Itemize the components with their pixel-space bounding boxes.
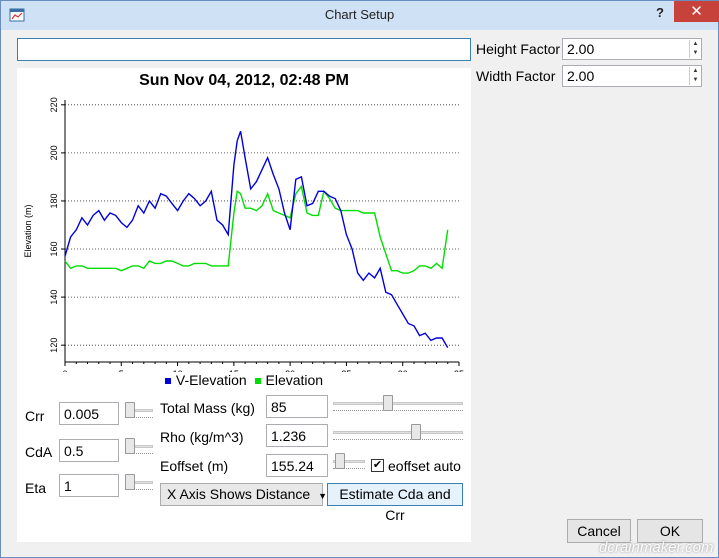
eta-label: Eta bbox=[25, 480, 47, 496]
close-button[interactable]: ✕ bbox=[674, 1, 719, 22]
height-factor-label: Height Factor bbox=[476, 41, 561, 57]
total-mass-input[interactable] bbox=[266, 395, 328, 418]
x-tick-label: 35 bbox=[454, 369, 464, 372]
cda-input[interactable] bbox=[59, 439, 119, 462]
y-tick-label: 200 bbox=[49, 145, 59, 160]
eoffset-auto-checkbox[interactable]: ✔ bbox=[371, 459, 384, 472]
chart-title-input[interactable] bbox=[17, 38, 471, 61]
eoffset-auto-label[interactable]: eoffset auto bbox=[388, 458, 461, 474]
x-tick-label: 10 bbox=[173, 369, 183, 372]
slider-thumb[interactable] bbox=[125, 438, 135, 454]
spin-up-icon[interactable]: ▲ bbox=[692, 41, 699, 47]
x-axis-combo-value: X Axis Shows Distance bbox=[167, 486, 311, 502]
width-factor-label: Width Factor bbox=[476, 68, 556, 84]
eoffset-slider[interactable] bbox=[333, 452, 365, 474]
estimate-cda-crr-button[interactable]: Estimate Cda and Crr bbox=[327, 483, 463, 523]
crr-label: Crr bbox=[25, 408, 45, 424]
slider-thumb[interactable] bbox=[125, 402, 135, 418]
spin-down-icon[interactable]: ▼ bbox=[692, 50, 699, 56]
chevron-down-icon: ▼ bbox=[318, 491, 328, 501]
height-factor-value: 2.00 bbox=[567, 41, 595, 57]
eta-input[interactable] bbox=[59, 474, 119, 497]
series-line-v-elevation bbox=[64, 130, 449, 348]
x-axis-combo[interactable]: X Axis Shows Distance ▼ bbox=[160, 483, 327, 506]
slider-thumb[interactable] bbox=[125, 474, 135, 490]
y-tick-label: 140 bbox=[49, 290, 59, 305]
cda-label: CdA bbox=[25, 444, 53, 460]
slider-thumb[interactable] bbox=[335, 453, 345, 469]
y-tick-label: 160 bbox=[49, 242, 59, 257]
legend-swatch-v-elevation bbox=[164, 378, 171, 385]
x-tick-label: 15 bbox=[229, 369, 239, 372]
eoffset-label: Eoffset (m) bbox=[160, 458, 229, 474]
window-title: Chart Setup bbox=[324, 7, 395, 22]
width-factor-spinbox[interactable]: 2.00 ▲ ▼ bbox=[562, 65, 702, 87]
rho-slider[interactable] bbox=[333, 423, 463, 445]
x-tick-label: 20 bbox=[285, 369, 295, 372]
rho-label: Rho (kg/m^3) bbox=[160, 429, 244, 445]
x-tick-label: 0 bbox=[62, 369, 67, 372]
app-icon bbox=[9, 8, 25, 22]
spin-up-icon[interactable]: ▲ bbox=[692, 68, 699, 74]
cancel-button[interactable]: Cancel bbox=[567, 519, 631, 543]
slider-thumb[interactable] bbox=[383, 395, 393, 411]
eta-slider[interactable] bbox=[125, 473, 153, 495]
chart-panel: Sun Nov 04, 2012, 02:48 PM 120 140 160 180 2… bbox=[17, 68, 471, 542]
chart-title: Sun Nov 04, 2012, 02:48 PM bbox=[139, 72, 349, 89]
legend-swatch-elevation bbox=[254, 378, 261, 385]
series-line-elevation bbox=[64, 184, 449, 274]
y-axis-label: Elevation (m) bbox=[23, 204, 33, 257]
x-tick-label: 30 bbox=[398, 369, 408, 372]
height-factor-spinbox[interactable]: 2.00 ▲ ▼ bbox=[562, 38, 702, 60]
help-button[interactable]: ? bbox=[656, 5, 664, 20]
crr-input[interactable] bbox=[59, 402, 119, 425]
width-factor-value: 2.00 bbox=[567, 68, 595, 84]
total-mass-label: Total Mass (kg) bbox=[160, 400, 255, 416]
y-tick-label: 180 bbox=[49, 193, 59, 208]
watermark: dcrainmaker.com bbox=[599, 539, 714, 556]
y-tick-label: 220 bbox=[49, 97, 59, 112]
legend-label-elevation: Elevation bbox=[265, 372, 324, 388]
elevation-chart: 12014016018020022005101520253035Distance… bbox=[23, 97, 464, 372]
ok-button[interactable]: OK bbox=[637, 519, 703, 543]
x-tick-label: 5 bbox=[119, 369, 124, 372]
rho-input[interactable] bbox=[266, 424, 328, 447]
eoffset-input[interactable] bbox=[266, 454, 328, 477]
spin-down-icon[interactable]: ▼ bbox=[692, 77, 699, 83]
total-mass-slider[interactable] bbox=[333, 394, 463, 416]
cda-slider[interactable] bbox=[125, 437, 153, 459]
chart-legend: V-Elevation Elevation bbox=[17, 372, 471, 388]
dialog-body: Height Factor 2.00 ▲ ▼ Width Factor 2.00… bbox=[9, 31, 711, 551]
slider-thumb[interactable] bbox=[411, 424, 421, 440]
legend-label-v-elevation: V-Elevation bbox=[175, 372, 247, 388]
y-tick-label: 120 bbox=[49, 338, 59, 353]
title-bar[interactable]: Chart Setup ? ✕ bbox=[1, 1, 719, 30]
x-tick-label: 25 bbox=[341, 369, 351, 372]
crr-slider[interactable] bbox=[125, 401, 153, 423]
